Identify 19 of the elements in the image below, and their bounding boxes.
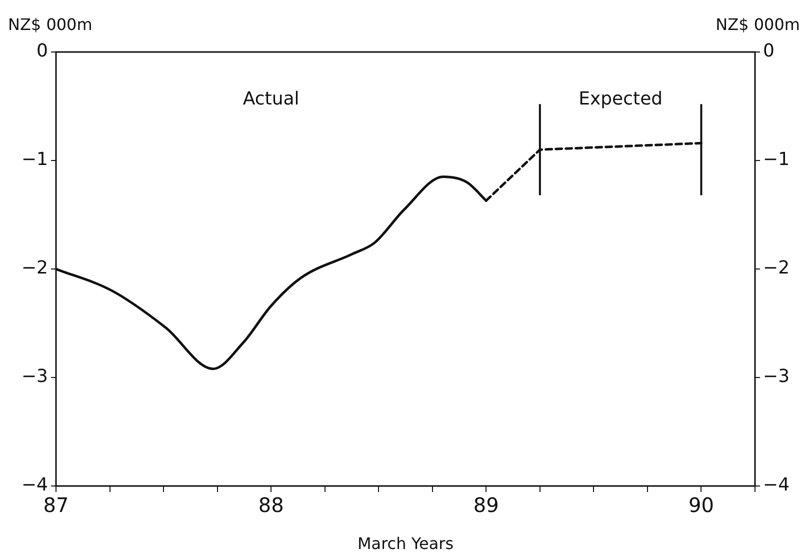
annotation: Expected (578, 88, 663, 110)
x-tick-label: 87 (43, 493, 69, 518)
x-axis-title: March Years (357, 534, 454, 554)
y2-tick-label: −3 (763, 366, 790, 388)
y-tick-label: −4 (21, 474, 48, 496)
y2-axis-title: NZ$ 000m (716, 15, 800, 34)
x-tick-label: 90 (688, 493, 714, 518)
y-tick-label: −2 (21, 258, 48, 279)
y-tick-label: −1 (21, 149, 48, 170)
y2-tick-label: −2 (763, 258, 790, 279)
y2-tick-label: −4 (763, 474, 790, 496)
x-tick-label: 88 (258, 493, 284, 518)
y2-tick-label: −1 (763, 149, 790, 170)
y-tick-label: 0 (36, 40, 48, 62)
x-tick-label: 89 (473, 493, 499, 518)
y-axis-title: NZ$ 000m (8, 15, 92, 34)
annotation: Actual (242, 88, 300, 110)
y-tick-label: −3 (21, 366, 48, 388)
y2-tick-label: 0 (763, 40, 774, 62)
